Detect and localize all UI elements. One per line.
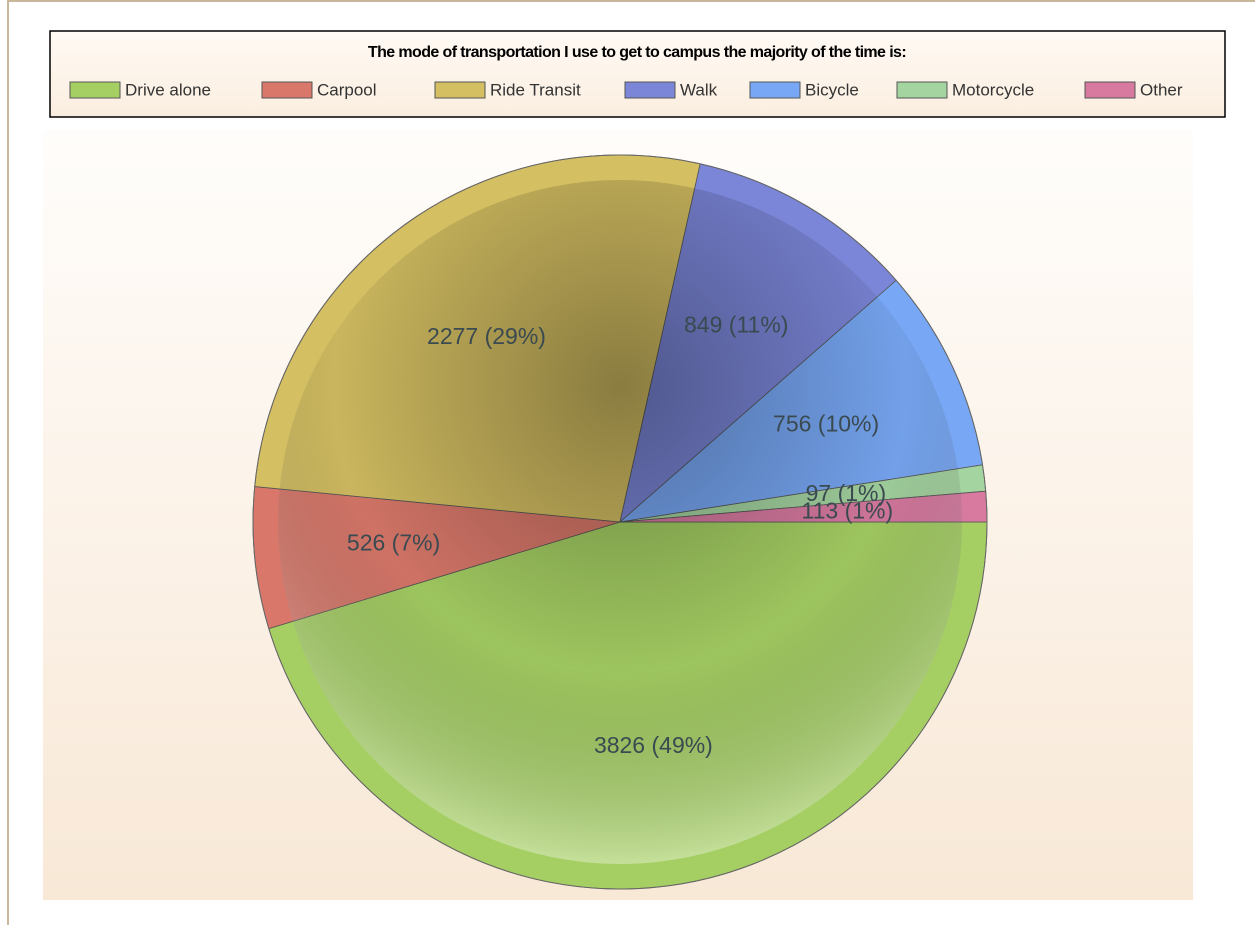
data-label: 756 (10%) <box>773 411 879 437</box>
data-label: 3826 (49%) <box>594 732 713 758</box>
legend-swatch <box>434 81 486 99</box>
legend-box <box>49 30 1226 118</box>
legend-label: Motorcycle <box>952 80 1034 99</box>
data-label: 849 (11%) <box>684 311 788 337</box>
legend-swatch <box>624 81 676 99</box>
frame <box>7 0 1255 925</box>
legend-swatch <box>896 81 948 99</box>
legend-label: Drive alone <box>125 80 211 99</box>
legend-label: Walk <box>680 80 718 99</box>
legend-label: Ride Transit <box>490 80 581 99</box>
legend-swatch <box>69 81 121 99</box>
data-label: 2277 (29%) <box>427 323 546 349</box>
legend-swatch <box>749 81 801 99</box>
pie: 3826 (49%) 526 (7%) 2277 (29%) 849 (11%) 756… <box>252 154 988 890</box>
chart-title: The mode of transportation I use to get … <box>368 44 906 61</box>
data-label: 97 (1%) <box>806 480 887 506</box>
legend-label: Carpool <box>317 80 377 99</box>
legend-swatch <box>261 81 313 99</box>
legend-label: Bicycle <box>805 80 859 99</box>
pie-outline <box>252 154 988 890</box>
data-label: 113 (1%) <box>802 498 894 524</box>
legend-label: Other <box>1140 80 1183 99</box>
legend-swatch <box>1084 81 1136 99</box>
data-label: 526 (7%) <box>347 530 440 556</box>
